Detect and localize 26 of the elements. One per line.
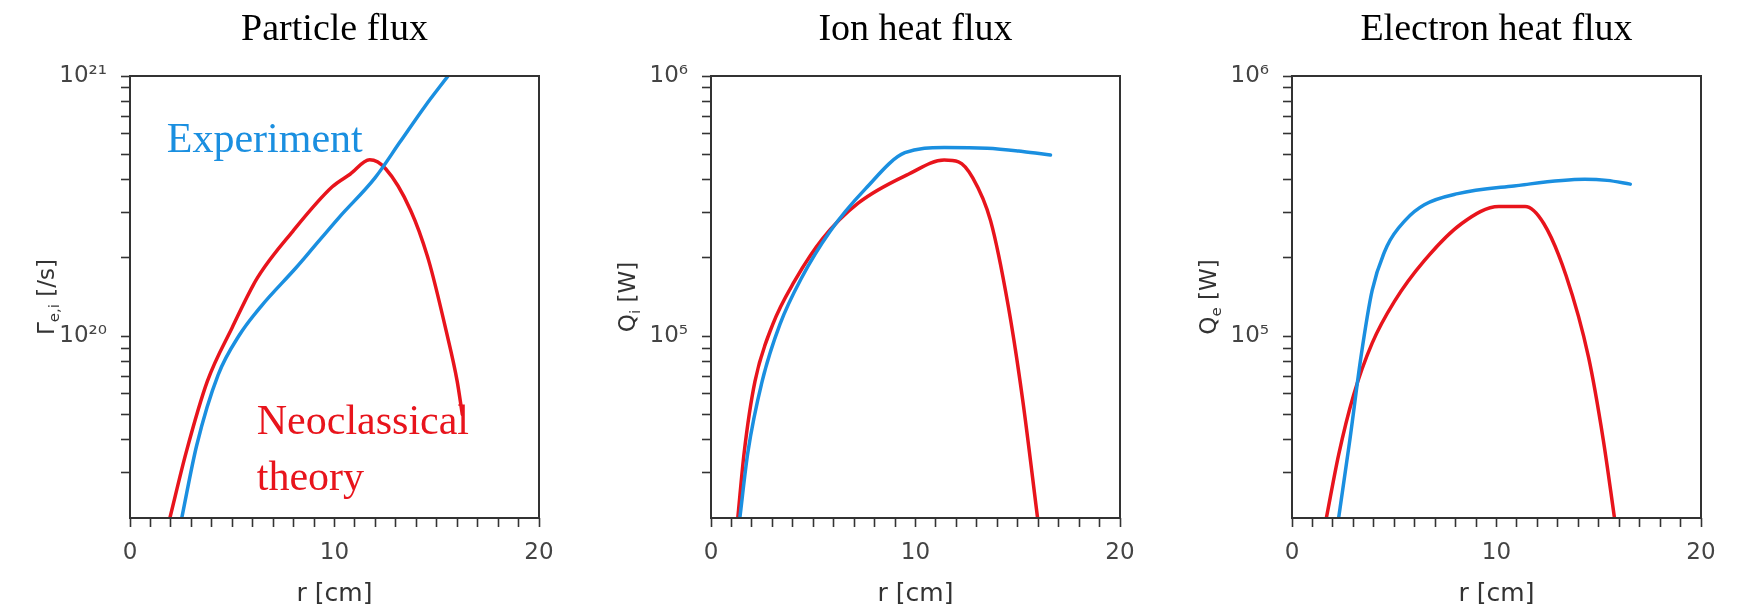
x-tick-label: 20 [1686,537,1716,564]
y-axis-title: Qi [W] [613,261,644,333]
chart-title: Ion heat flux [818,5,1013,48]
x-tick-label: 20 [524,537,554,564]
x-tick-label: 20 [1105,537,1135,564]
y-tick-label: 10⁵ [649,321,688,348]
series-label: Neoclassical theory [256,396,470,499]
y-tick-label: 10⁶ [649,60,688,87]
line-series [1336,177,1632,518]
x-tick-label: 0 [703,537,719,564]
series-label: Experiment [166,115,364,162]
x-tick-label: 0 [122,537,138,564]
x-tick-label: 10 [319,537,350,564]
x-axis-title: r [cm] [1458,577,1535,607]
y-axis-title: Qe [W] [1194,259,1225,335]
x-axis-title: r [cm] [877,577,954,607]
chart-title: Electron heat flux [1360,5,1633,48]
y-tick-label: 10⁶ [1230,60,1269,87]
x-tick-label: 0 [1284,537,1300,564]
x-tick-label: 10 [1481,537,1512,564]
y-tick-label: 10⁵ [1230,321,1269,348]
x-axis-title: r [cm] [296,577,373,607]
y-tick-label: 10²¹ [59,60,107,87]
chart-title: Particle flux [241,5,428,48]
x-tick-label: 10 [900,537,931,564]
line-series [1324,204,1617,518]
